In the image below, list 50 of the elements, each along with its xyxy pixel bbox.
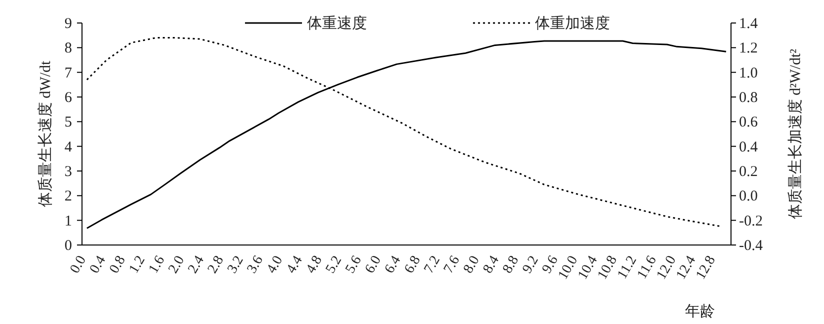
x-tick-label: 0.8 bbox=[107, 254, 129, 276]
x-tick-label: 0.0 bbox=[68, 254, 90, 276]
y-tick-label: 2 bbox=[64, 188, 72, 205]
y2-tick-label: 0.2 bbox=[739, 164, 758, 180]
x-tick-label: 5.6 bbox=[343, 254, 365, 276]
legend-label: 体重速度 bbox=[307, 15, 367, 32]
x-tick-label: 12.8 bbox=[694, 254, 719, 282]
x-tick-label: 8.8 bbox=[500, 254, 522, 276]
y2-axis-title: 体质量生长加速度 d²W/dt² bbox=[787, 48, 804, 220]
x-tick-label: 6.8 bbox=[402, 254, 424, 276]
y-axis-title: 体质量生长速度 dW/dt bbox=[37, 60, 54, 208]
x-tick-label: 4.8 bbox=[304, 254, 326, 276]
x-axis-title: 年龄 bbox=[685, 303, 715, 320]
y-tick-label: 1 bbox=[64, 213, 72, 230]
y-tick-label: 0 bbox=[64, 238, 72, 254]
x-tick-label: 2.0 bbox=[166, 254, 188, 276]
y2-tick-label: 1.0 bbox=[739, 65, 758, 82]
x-tick-label: 4.4 bbox=[284, 254, 306, 276]
x-tick-label: 7.2 bbox=[422, 254, 444, 276]
y2-tick-label: 1.4 bbox=[739, 16, 758, 32]
y-tick-label: 5 bbox=[64, 114, 72, 131]
x-tick-label: 3.2 bbox=[225, 254, 247, 276]
x-tick-label: 8.0 bbox=[461, 254, 483, 276]
y2-tick-label: 0.0 bbox=[739, 188, 758, 205]
y2-tick-label: 0.4 bbox=[739, 139, 758, 156]
x-tick-label: 1.2 bbox=[126, 254, 148, 276]
x-tick-label: 3.6 bbox=[244, 254, 266, 276]
y-tick-label: 4 bbox=[64, 139, 72, 156]
x-tick-label: 7.6 bbox=[441, 254, 464, 276]
x-tick-label: 0.4 bbox=[87, 254, 110, 276]
y-tick-label: 3 bbox=[64, 164, 72, 180]
y2-tick-label: -0.2 bbox=[739, 213, 763, 230]
x-tick-label: 6.4 bbox=[382, 254, 404, 276]
x-tick-label: 9.2 bbox=[520, 254, 542, 276]
y-tick-label: 6 bbox=[64, 90, 72, 106]
y2-tick-label: 0.8 bbox=[739, 90, 758, 106]
x-tick-label: 4.0 bbox=[264, 254, 286, 276]
y2-tick-label: 0.6 bbox=[739, 114, 758, 131]
y-tick-label: 8 bbox=[64, 40, 72, 57]
y-tick-label: 9 bbox=[64, 16, 72, 32]
x-tick-label: 5.2 bbox=[323, 254, 346, 276]
x-tick-label: 8.4 bbox=[480, 254, 502, 276]
x-tick-label: 2.4 bbox=[186, 254, 208, 276]
y-tick-label: 7 bbox=[64, 65, 72, 82]
y2-tick-label: -0.4 bbox=[739, 238, 764, 254]
x-tick-label: 1.6 bbox=[146, 254, 168, 276]
x-tick-label: 6.0 bbox=[362, 254, 384, 276]
y2-tick-label: 1.2 bbox=[739, 40, 758, 57]
legend-label: 体重加速度 bbox=[535, 15, 610, 32]
x-tick-label: 2.8 bbox=[205, 254, 228, 276]
